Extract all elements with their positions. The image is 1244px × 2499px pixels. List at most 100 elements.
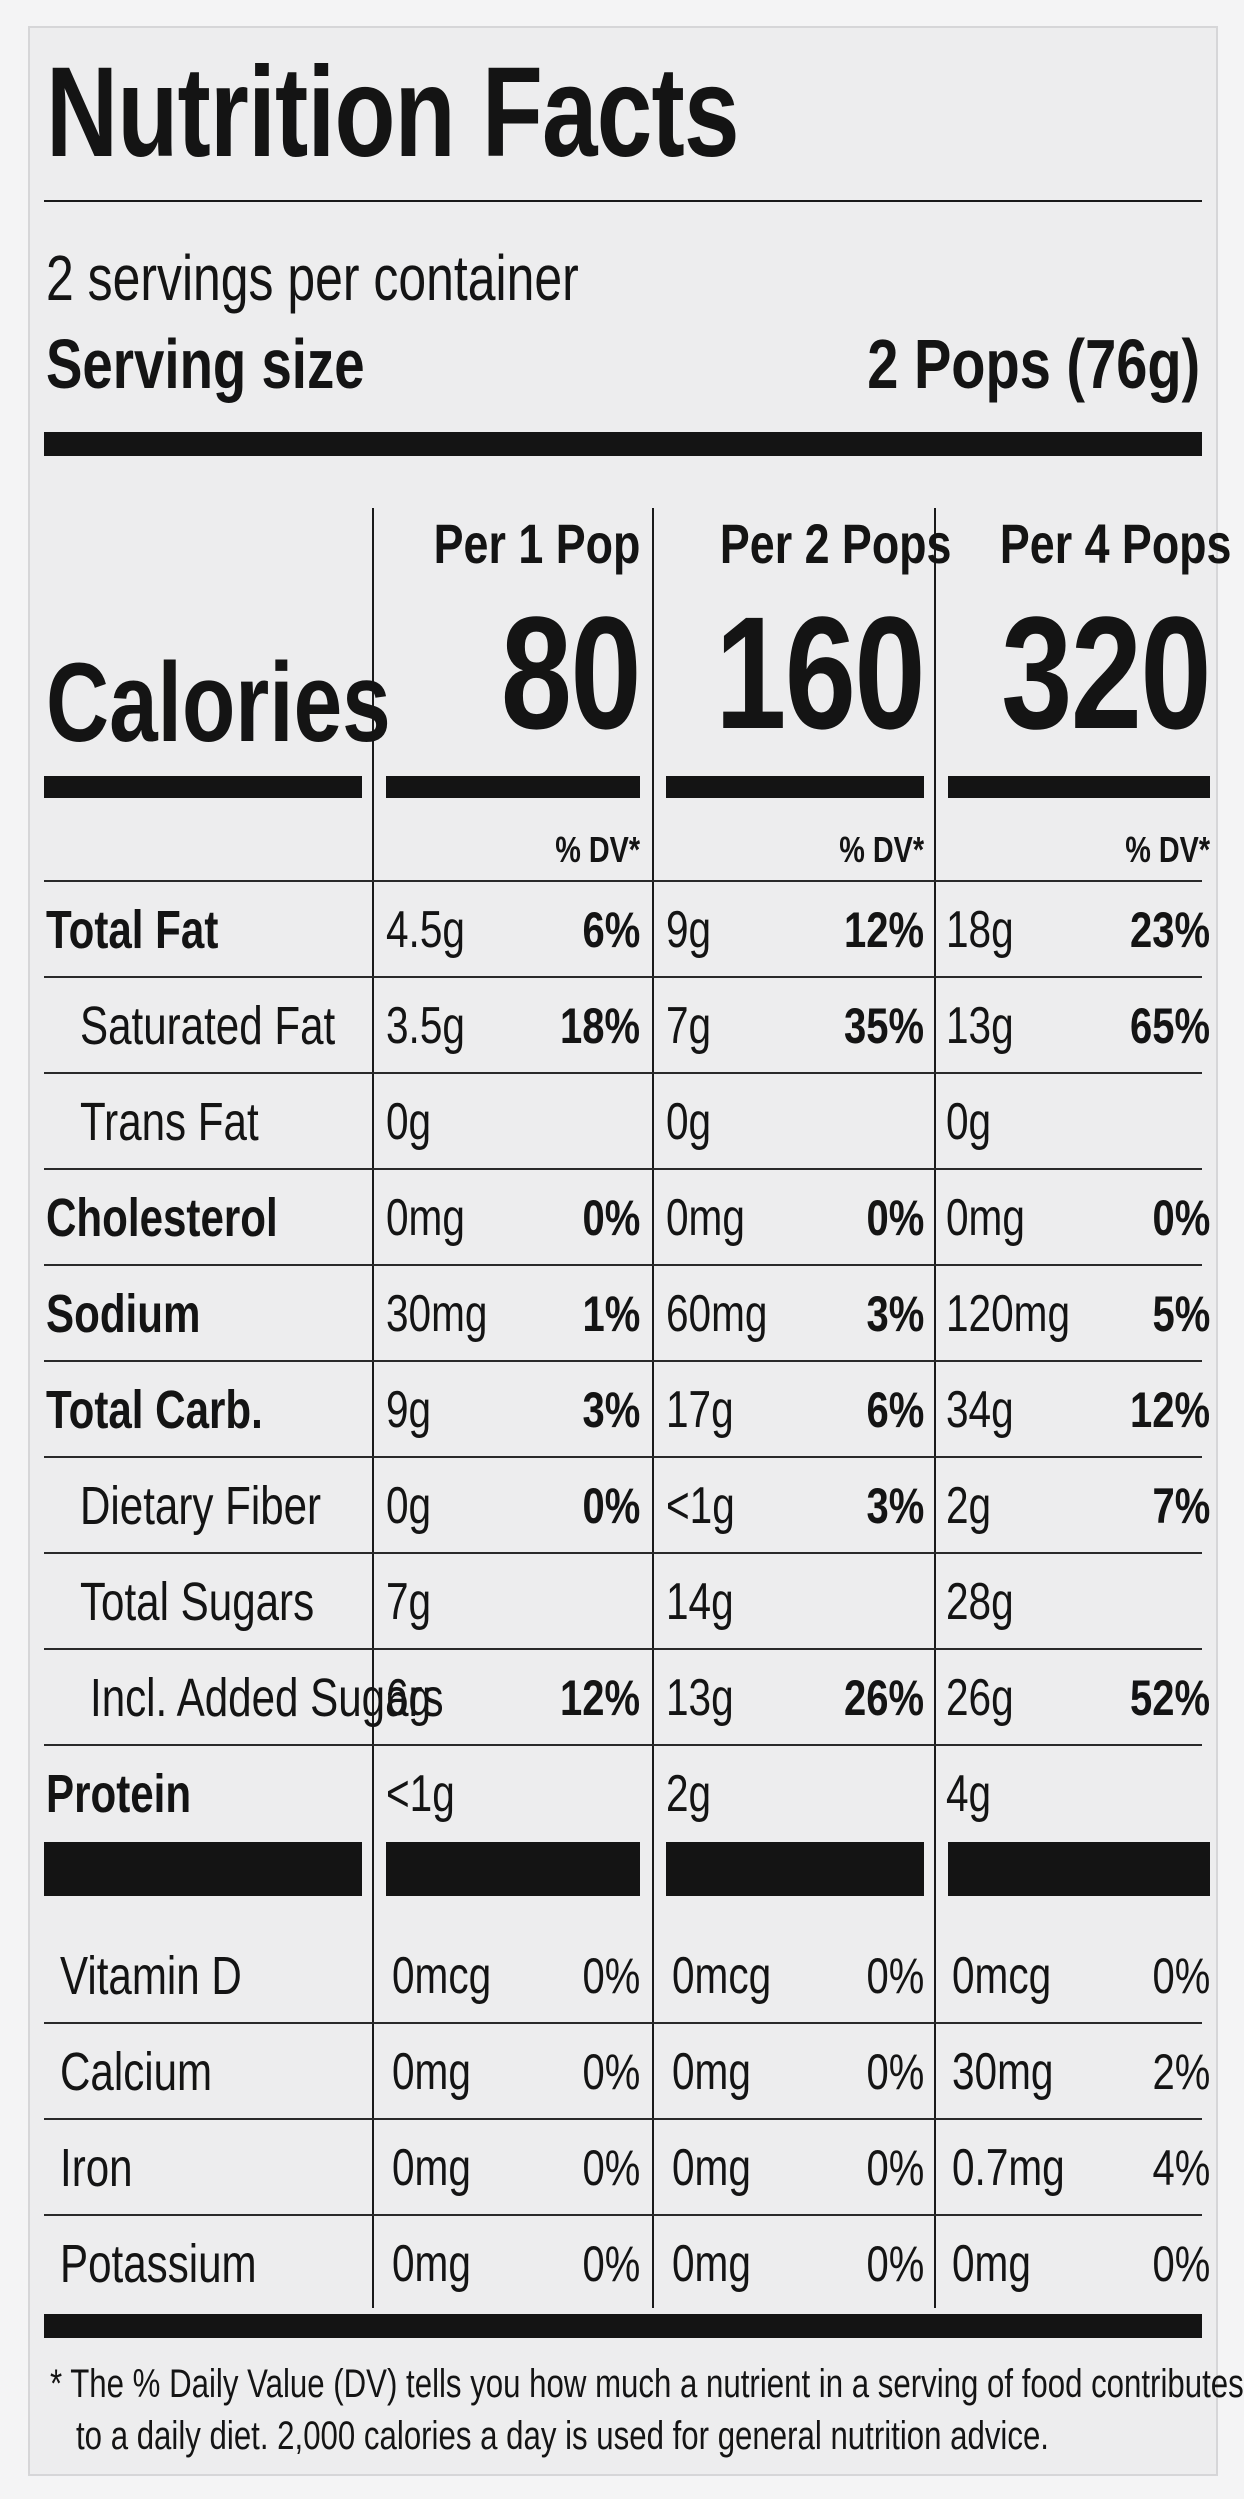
row-divider [44,1744,1202,1746]
nutrient-amount: 0mg [392,2139,471,2197]
nutrient-percent-dv: 35% [843,998,924,1054]
nutrient-amount: 30mg [952,2043,1054,2101]
nutrient-percent-dv: 5% [1152,1286,1210,1342]
nutrient-name: Cholesterol [46,1188,278,1248]
footnote-divider-bar [44,2314,1202,2338]
calories-bar [666,776,924,798]
nutrient-name: Dietary Fiber [80,1476,322,1536]
nutrient-amount: 4.5g [386,901,465,959]
footnote-line-1: * The % Daily Value (DV) tells you how m… [50,2362,1244,2406]
nutrient-amount: 14g [666,1573,734,1631]
nutrient-percent-dv [1050,1572,1210,1632]
nutrient-name: Trans Fat [80,1092,259,1152]
nutrient-percent-dv: 0% [1152,1190,1210,1246]
nutrient-percent-dv: 12% [1129,1382,1210,1438]
nutrient-amount: 120mg [946,1285,1071,1343]
nutrient-amount: 0mg [666,1189,745,1247]
nutrient-percent-dv: 6% [582,902,640,958]
row-divider [44,1264,1202,1266]
nutrient-amount: 0mcg [392,1947,492,2005]
nutrient-percent-dv: 0% [582,2236,640,2292]
nutrient-amount: 0mcg [672,1947,772,2005]
label-title: Nutrition Facts [46,41,740,184]
nutrient-percent-dv [764,1764,924,1824]
nutrient-amount: 9g [666,901,712,959]
nutrition-facts-label: Nutrition Facts 2 servings per container… [28,26,1244,2476]
vitamin-divider-bar [666,1842,924,1896]
nutrient-percent-dv: 52% [1129,1670,1210,1726]
column-separator [372,508,374,2308]
nutrient-amount: 0g [666,1093,712,1151]
row-divider [44,1168,1202,1170]
row-divider [44,976,1202,978]
row-divider [44,2022,1202,2024]
nutrient-name: Total Fat [46,900,219,960]
nutrient-percent-dv: 2% [1152,2044,1210,2100]
nutrient-percent-dv: 0% [582,1190,640,1246]
nutrient-name: Saturated Fat [80,996,336,1056]
nutrient-amount: 0g [946,1093,992,1151]
row-divider [44,1360,1202,1362]
nutrient-percent-dv: 0% [1152,1948,1210,2004]
nutrient-name: Potassium [60,2234,257,2294]
row-divider [44,1456,1202,1458]
serving-size-label: Serving size [46,325,365,403]
nutrient-percent-dv [480,1764,640,1824]
nutrient-amount: 26g [946,1669,1014,1727]
nutrient-percent-dv: 0% [582,2140,640,2196]
nutrient-amount: 34g [946,1381,1014,1439]
row-divider [44,1648,1202,1650]
nutrient-percent-dv: 7% [1152,1478,1210,1534]
calories-4-pops: 320 [1001,583,1211,762]
nutrient-amount: 7g [666,997,712,1055]
nutrient-amount: 28g [946,1573,1014,1631]
nutrient-amount: 2g [666,1765,712,1823]
nutrient-name: Protein [46,1764,192,1824]
calories-2-pops: 160 [715,583,925,762]
nutrient-amount: 9g [386,1381,432,1439]
nutrient-amount: 3.5g [386,997,465,1055]
dv-header: % DV* [839,829,924,870]
dv-header: % DV* [555,829,640,870]
nutrient-amount: 0mg [392,2235,471,2293]
column-header-2-pops: Per 2 Pops [719,512,952,575]
nutrient-amount: 13g [666,1669,734,1727]
column-header-4-pops: Per 4 Pops [999,512,1232,575]
nutrient-amount: 0mg [952,2235,1031,2293]
nutrient-name: Total Sugars [80,1572,315,1632]
calories-bar [386,776,640,798]
calories-label: Calories [46,640,391,765]
calories-1-pop: 80 [500,583,642,762]
nutrient-amount: 0mg [672,2235,751,2293]
row-divider [44,1072,1202,1074]
nutrient-amount: 17g [666,1381,734,1439]
nutrient-percent-dv [480,1092,640,1152]
nutrient-percent-dv: 26% [843,1670,924,1726]
nutrient-percent-dv [1050,1092,1210,1152]
nutrient-name: Iron [60,2138,133,2198]
nutrient-amount: 7g [386,1573,432,1631]
nutrient-percent-dv: 1% [582,1286,640,1342]
row-divider [44,2214,1202,2216]
nutrient-name: Sodium [46,1284,201,1344]
servings-per-container: 2 servings per container [46,242,579,314]
nutrient-name: Total Carb. [46,1380,263,1440]
nutrient-amount: <1g [386,1765,455,1823]
nutrient-amount: 0mg [672,2139,751,2197]
nutrient-amount: 0mg [946,1189,1025,1247]
vitamin-divider-bar [948,1842,1210,1896]
nutrient-amount: 30mg [386,1285,488,1343]
nutrient-percent-dv: 0% [1152,2236,1210,2292]
calories-bar [44,776,362,798]
column-header-1-pop: Per 1 Pop [433,512,641,575]
nutrient-percent-dv: 0% [582,1948,640,2004]
row-divider [44,1552,1202,1554]
nutrient-amount: 0.7mg [952,2139,1065,2197]
nutrient-percent-dv: 0% [582,2044,640,2100]
nutrient-percent-dv: 23% [1129,902,1210,958]
nutrient-percent-dv [480,1572,640,1632]
nutrient-name: Vitamin D [60,1946,242,2006]
nutrient-amount: 60mg [666,1285,768,1343]
nutrient-percent-dv: 3% [866,1286,924,1342]
nutrient-percent-dv: 12% [843,902,924,958]
